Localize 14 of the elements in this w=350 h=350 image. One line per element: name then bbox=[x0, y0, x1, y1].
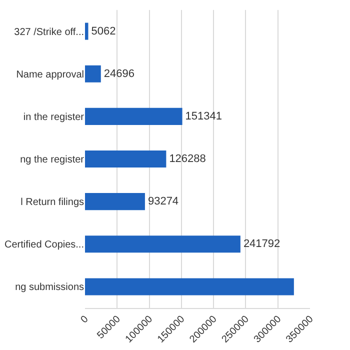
y-tick-label: in the register bbox=[23, 112, 85, 123]
y-tick-label: l Return filings bbox=[20, 197, 84, 208]
data-label: 24696 bbox=[104, 68, 134, 80]
data-label: 5062 bbox=[91, 25, 116, 38]
data-label: 241792 bbox=[243, 238, 280, 250]
x-tick-label: 0 bbox=[78, 314, 91, 326]
y-tick-label: Certified Copies... bbox=[4, 240, 84, 251]
data-label: 126288 bbox=[169, 153, 206, 165]
data-label: 151341 bbox=[185, 110, 222, 122]
y-tick-label: ng submissions bbox=[15, 282, 84, 294]
y-tick-label: Name approval bbox=[16, 69, 84, 80]
y-tick-label: ng the register bbox=[20, 154, 85, 166]
data-label: 93274 bbox=[148, 196, 179, 208]
y-tick-label: 327 /Strike off... bbox=[14, 26, 84, 38]
